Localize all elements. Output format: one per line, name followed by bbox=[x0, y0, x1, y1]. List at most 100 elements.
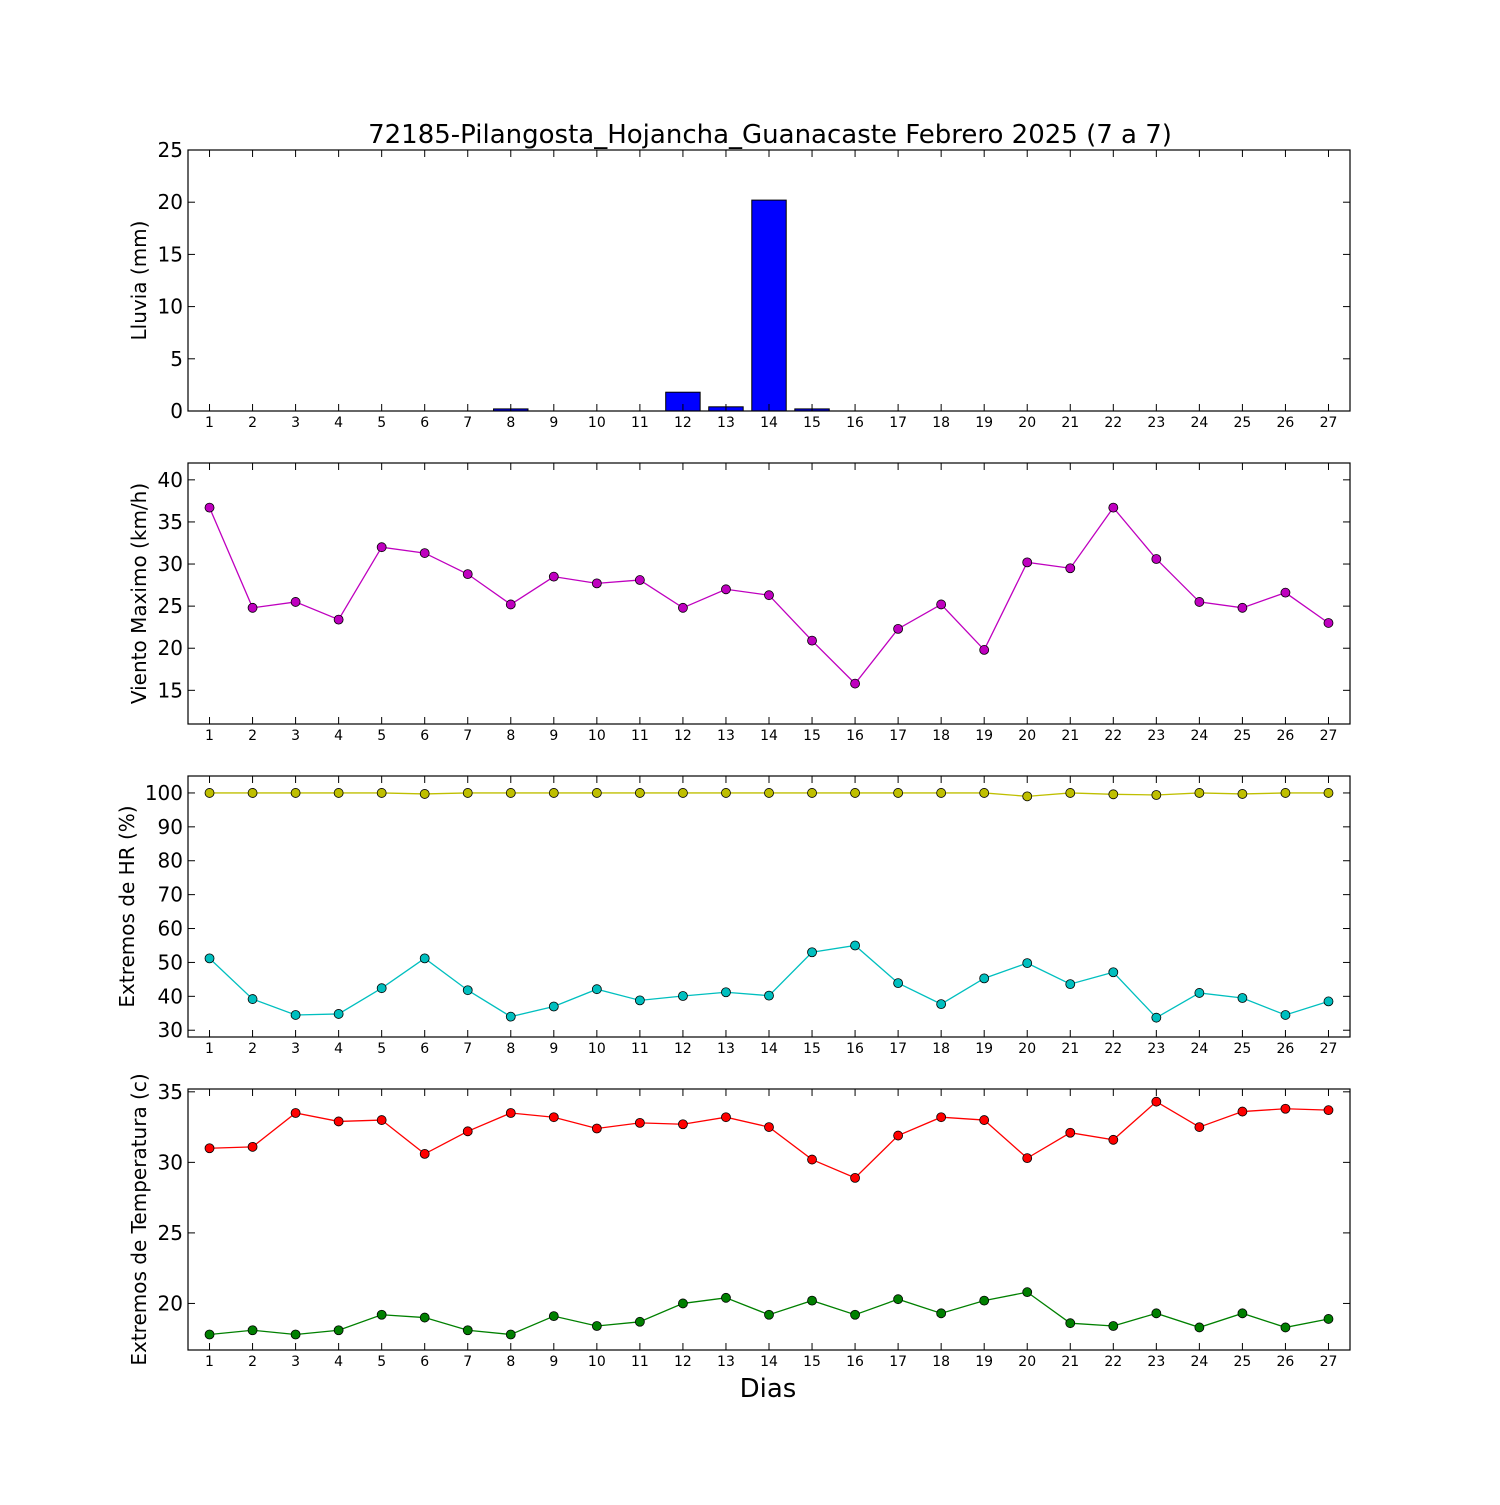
point-2-1-day-4 bbox=[333, 1009, 344, 1019]
point-1-0-day-12 bbox=[678, 602, 688, 613]
point-3-0-day-21 bbox=[1065, 1127, 1076, 1138]
point-2-1-day-21 bbox=[1065, 979, 1076, 990]
point-1-0-day-11 bbox=[634, 575, 645, 585]
point-2-0-day-1 bbox=[204, 788, 215, 798]
xtick-label-2-10: 10 bbox=[588, 1041, 606, 1057]
ytick-label-2-60: 60 bbox=[158, 917, 183, 941]
point-3-0-day-13 bbox=[721, 1112, 731, 1123]
point-2-0-day-21 bbox=[1065, 788, 1076, 798]
xtick-label-3-25: 25 bbox=[1233, 1354, 1251, 1370]
xtick-label-2-21: 21 bbox=[1061, 1041, 1079, 1057]
xtick-label-3-1: 1 bbox=[205, 1354, 214, 1370]
point-1-0-day-22 bbox=[1108, 502, 1119, 513]
xtick-label-0-11: 11 bbox=[631, 415, 649, 431]
xtick-label-1-2: 2 bbox=[248, 728, 257, 744]
point-2-1-day-6 bbox=[419, 953, 430, 964]
point-3-1-day-23 bbox=[1151, 1308, 1162, 1319]
xtick-label-3-18: 18 bbox=[932, 1354, 950, 1370]
point-2-1-day-11 bbox=[634, 995, 645, 1006]
point-3-1-day-5 bbox=[376, 1309, 387, 1320]
xtick-label-3-2: 2 bbox=[248, 1354, 257, 1370]
point-2-0-day-18 bbox=[936, 788, 947, 798]
point-1-0-day-20 bbox=[1022, 557, 1033, 568]
bar-0-0-day-14 bbox=[751, 199, 787, 412]
point-3-1-day-18 bbox=[936, 1308, 947, 1319]
point-3-0-day-20 bbox=[1022, 1153, 1033, 1164]
xtick-label-0-7: 7 bbox=[463, 415, 472, 431]
point-2-1-day-10 bbox=[591, 984, 602, 995]
xtick-label-1-11: 11 bbox=[631, 728, 649, 744]
point-3-0-day-4 bbox=[333, 1116, 344, 1127]
point-1-0-day-9 bbox=[548, 571, 559, 582]
xtick-label-2-27: 27 bbox=[1320, 1041, 1338, 1057]
xtick-label-1-24: 24 bbox=[1190, 728, 1208, 744]
xtick-label-0-19: 19 bbox=[975, 415, 993, 431]
xtick-label-0-2: 2 bbox=[248, 415, 257, 431]
point-2-0-day-7 bbox=[462, 788, 473, 798]
point-2-0-day-20 bbox=[1022, 791, 1033, 802]
xtick-label-0-27: 27 bbox=[1320, 415, 1338, 431]
xtick-label-1-25: 25 bbox=[1233, 728, 1251, 744]
point-3-1-day-10 bbox=[591, 1321, 602, 1331]
xtick-label-2-22: 22 bbox=[1104, 1041, 1122, 1057]
point-2-0-day-15 bbox=[807, 788, 817, 798]
ytick-label-1-15: 15 bbox=[158, 678, 183, 702]
point-3-1-day-15 bbox=[807, 1295, 817, 1306]
point-2-1-day-25 bbox=[1237, 993, 1248, 1003]
xtick-label-3-26: 26 bbox=[1277, 1354, 1295, 1370]
xtick-label-1-27: 27 bbox=[1320, 728, 1338, 744]
xtick-label-1-5: 5 bbox=[377, 728, 386, 744]
point-2-0-day-27 bbox=[1323, 788, 1334, 798]
point-3-1-day-14 bbox=[764, 1309, 774, 1320]
y-axis-label-3: Extremos de Temperatura (c) bbox=[127, 1073, 151, 1365]
point-2-0-day-4 bbox=[333, 788, 344, 798]
point-1-0-day-27 bbox=[1323, 618, 1334, 628]
xtick-label-0-25: 25 bbox=[1233, 415, 1251, 431]
point-2-0-day-25 bbox=[1237, 789, 1248, 799]
point-3-1-day-2 bbox=[247, 1325, 258, 1336]
point-2-0-day-23 bbox=[1151, 790, 1162, 800]
point-3-0-day-3 bbox=[290, 1108, 301, 1118]
xtick-label-1-16: 16 bbox=[846, 728, 864, 744]
point-3-0-day-9 bbox=[548, 1112, 559, 1123]
ytick-label-2-80: 80 bbox=[158, 849, 183, 873]
xtick-label-1-10: 10 bbox=[588, 728, 606, 744]
point-2-1-day-13 bbox=[721, 987, 731, 998]
xtick-label-1-3: 3 bbox=[291, 728, 300, 744]
xtick-label-3-6: 6 bbox=[420, 1354, 429, 1370]
point-2-1-day-18 bbox=[936, 999, 947, 1010]
point-2-0-day-22 bbox=[1108, 789, 1119, 800]
point-3-1-day-16 bbox=[850, 1309, 860, 1320]
xtick-label-2-15: 15 bbox=[803, 1041, 821, 1057]
xtick-label-0-17: 17 bbox=[889, 415, 907, 431]
xtick-label-3-7: 7 bbox=[463, 1354, 472, 1370]
xtick-label-3-13: 13 bbox=[717, 1354, 735, 1370]
xtick-label-2-20: 20 bbox=[1018, 1041, 1036, 1057]
xtick-label-3-23: 23 bbox=[1147, 1354, 1165, 1370]
point-2-0-day-3 bbox=[290, 788, 301, 798]
xtick-label-1-26: 26 bbox=[1277, 728, 1295, 744]
point-1-0-day-1 bbox=[204, 502, 215, 513]
xtick-label-3-22: 22 bbox=[1104, 1354, 1122, 1370]
point-2-1-day-8 bbox=[505, 1011, 516, 1022]
point-3-1-day-20 bbox=[1022, 1287, 1033, 1298]
xtick-label-0-18: 18 bbox=[932, 415, 950, 431]
ytick-label-1-30: 30 bbox=[158, 552, 183, 576]
point-3-1-day-19 bbox=[979, 1295, 990, 1306]
point-3-1-day-4 bbox=[333, 1325, 344, 1336]
xtick-label-0-14: 14 bbox=[760, 415, 778, 431]
x-axis-label: Dias bbox=[740, 1374, 797, 1404]
point-2-0-day-14 bbox=[764, 788, 774, 798]
point-2-0-day-19 bbox=[979, 788, 990, 798]
point-2-1-day-17 bbox=[893, 978, 904, 989]
point-1-0-day-10 bbox=[591, 578, 602, 589]
y-axis-label-0: Lluvia (mm) bbox=[127, 221, 151, 341]
xtick-label-2-13: 13 bbox=[717, 1041, 735, 1057]
point-2-1-day-26 bbox=[1280, 1010, 1291, 1020]
point-3-0-day-24 bbox=[1194, 1122, 1205, 1132]
ytick-label-3-35: 35 bbox=[158, 1080, 183, 1104]
xtick-label-1-13: 13 bbox=[717, 728, 735, 744]
point-3-0-day-17 bbox=[893, 1130, 904, 1141]
point-2-0-day-17 bbox=[893, 788, 904, 798]
xtick-label-3-19: 19 bbox=[975, 1354, 993, 1370]
